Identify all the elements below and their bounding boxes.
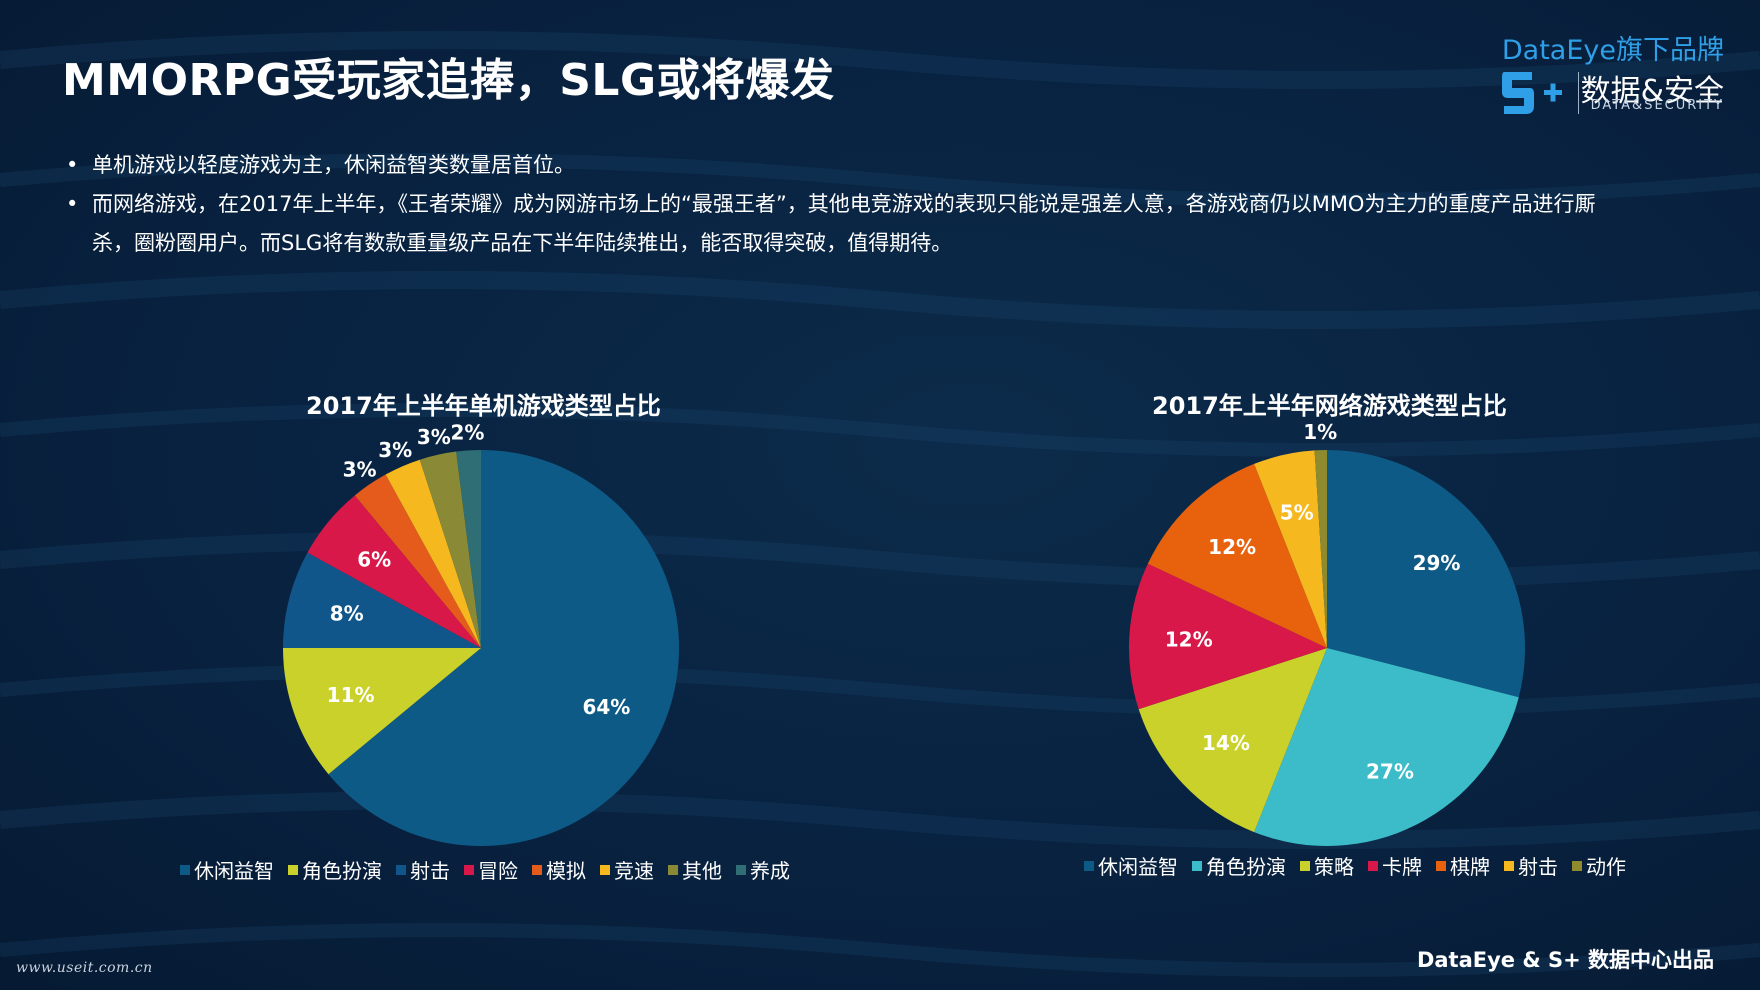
pie-label: 3%	[378, 438, 412, 462]
legend-label: 其他	[682, 859, 722, 883]
pie-slice-冒险	[307, 495, 481, 648]
legend-label: 动作	[1586, 855, 1626, 879]
legend-item: 棋牌	[1436, 851, 1490, 880]
legend-item: 动作	[1572, 851, 1626, 880]
legend-swatch	[1300, 860, 1310, 871]
bullet-list: 单机游戏以轻度游戏为主，休闲益智类数量居首位。 而网络游戏，在2017年上半年，…	[66, 146, 1606, 263]
legend-item: 休闲益智	[1084, 851, 1178, 880]
pie-chart-single: 64%11%8%6%3%3%3% 2%	[283, 420, 679, 846]
legend-swatch	[1368, 860, 1378, 871]
pie-slice-休闲益智	[1327, 450, 1525, 698]
legend-item: 其他	[668, 855, 722, 884]
pie-label: 29%	[1413, 551, 1461, 575]
legend-item: 策略	[1300, 851, 1354, 880]
legend-swatch	[1572, 860, 1582, 871]
brand-divider	[1578, 72, 1579, 114]
pie-label: 8%	[330, 602, 364, 626]
pie-label: 12%	[1208, 535, 1256, 559]
legend-label: 模拟	[546, 859, 586, 883]
legend-swatch	[1436, 860, 1446, 871]
pie-slice-角色扮演	[283, 648, 481, 775]
legend-single: 休闲益智 角色扮演 射击 冒险 模拟 竞速 其他 养成	[180, 855, 804, 884]
pie-slice-棋牌	[1147, 463, 1327, 648]
brand-name-cn: 数据&安全	[1580, 74, 1724, 109]
legend-item: 冒险	[464, 855, 518, 884]
pie-slice-模拟	[354, 474, 481, 648]
pie-slice-休闲益智	[328, 450, 679, 846]
pie-label: 2%	[450, 420, 484, 444]
pie-label: 14%	[1202, 731, 1250, 755]
legend-label: 冒险	[478, 859, 518, 883]
legend-online: 休闲益智 角色扮演 策略 卡牌 棋牌 射击 动作	[1084, 851, 1640, 880]
brand-name-en: DATA&SECURITY	[1590, 98, 1724, 113]
pie-slice-竞速	[385, 459, 481, 648]
pie-slice-其他	[419, 451, 481, 648]
legend-item: 卡牌	[1368, 851, 1422, 880]
legend-label: 策略	[1314, 855, 1354, 879]
legend-swatch	[1192, 860, 1202, 871]
footer-credit: DataEye & S+ 数据中心出品	[1416, 948, 1714, 972]
pie-slice-射击	[283, 552, 481, 648]
pie-slice-射击	[1254, 450, 1327, 648]
legend-swatch	[464, 864, 474, 875]
legend-item: 休闲益智	[180, 855, 274, 884]
bullet-item: 单机游戏以轻度游戏为主，休闲益智类数量居首位。	[66, 146, 1606, 185]
pie-label: 64%	[582, 695, 630, 719]
legend-swatch	[600, 864, 610, 875]
pie-slice-养成	[456, 450, 481, 648]
legend-swatch	[396, 864, 406, 875]
legend-swatch	[1084, 860, 1094, 871]
legend-item: 角色扮演	[1192, 851, 1286, 880]
legend-item: 模拟	[532, 855, 586, 884]
legend-swatch	[532, 864, 542, 875]
chart-title-online: 2017年上半年网络游戏类型占比	[1152, 392, 1507, 420]
bullet-item: 而网络游戏，在2017年上半年，《王者荣耀》成为网游市场上的“最强王者”，其他电…	[66, 185, 1606, 263]
legend-label: 竞速	[614, 859, 654, 883]
watermark-text: www.useit.com.cn	[16, 960, 153, 976]
legend-label: 养成	[750, 859, 790, 883]
pie-label: 6%	[357, 548, 391, 572]
pie-slice-动作	[1314, 450, 1327, 648]
pie-label: 3%	[417, 425, 451, 449]
page-title: MMORPG受玩家追捧，SLG或将爆发	[62, 55, 835, 106]
pie-slice-角色扮演	[1254, 648, 1519, 846]
pie-slice-卡牌	[1129, 563, 1327, 710]
legend-item: 射击	[396, 855, 450, 884]
legend-swatch	[288, 864, 298, 875]
legend-label: 卡牌	[1382, 855, 1422, 879]
brand-logo-block: DataEye旗下品牌 数据&安全 DATA&SECURITY	[1464, 28, 1724, 118]
legend-label: 射击	[410, 859, 450, 883]
pie-slice-策略	[1138, 648, 1327, 833]
legend-label: 休闲益智	[194, 859, 274, 883]
legend-swatch	[180, 864, 190, 875]
pie-label: 12%	[1165, 627, 1213, 651]
legend-label: 角色扮演	[302, 859, 382, 883]
legend-item: 养成	[736, 855, 790, 884]
legend-label: 休闲益智	[1098, 855, 1178, 879]
legend-label: 角色扮演	[1206, 855, 1286, 879]
legend-label: 棋牌	[1450, 855, 1490, 879]
pie-label: 1%	[1303, 420, 1337, 444]
pie-label: 11%	[327, 683, 375, 707]
legend-item: 角色扮演	[288, 855, 382, 884]
chart-title-single: 2017年上半年单机游戏类型占比	[306, 392, 661, 420]
legend-item: 竞速	[600, 855, 654, 884]
pie-label: 27%	[1366, 759, 1414, 783]
brand-tagline: DataEye旗下品牌	[1501, 35, 1724, 66]
pie-label: 3%	[343, 457, 377, 481]
legend-swatch	[668, 864, 678, 875]
pie-label: 5%	[1280, 501, 1314, 525]
legend-swatch	[736, 864, 746, 875]
pie-chart-online: 29% 27% 14% 12% 12% 5% 1%	[1129, 420, 1525, 846]
legend-label: 射击	[1518, 855, 1558, 879]
legend-swatch	[1504, 860, 1514, 871]
s-plus-logo-icon	[1502, 72, 1562, 114]
legend-item: 射击	[1504, 851, 1558, 880]
